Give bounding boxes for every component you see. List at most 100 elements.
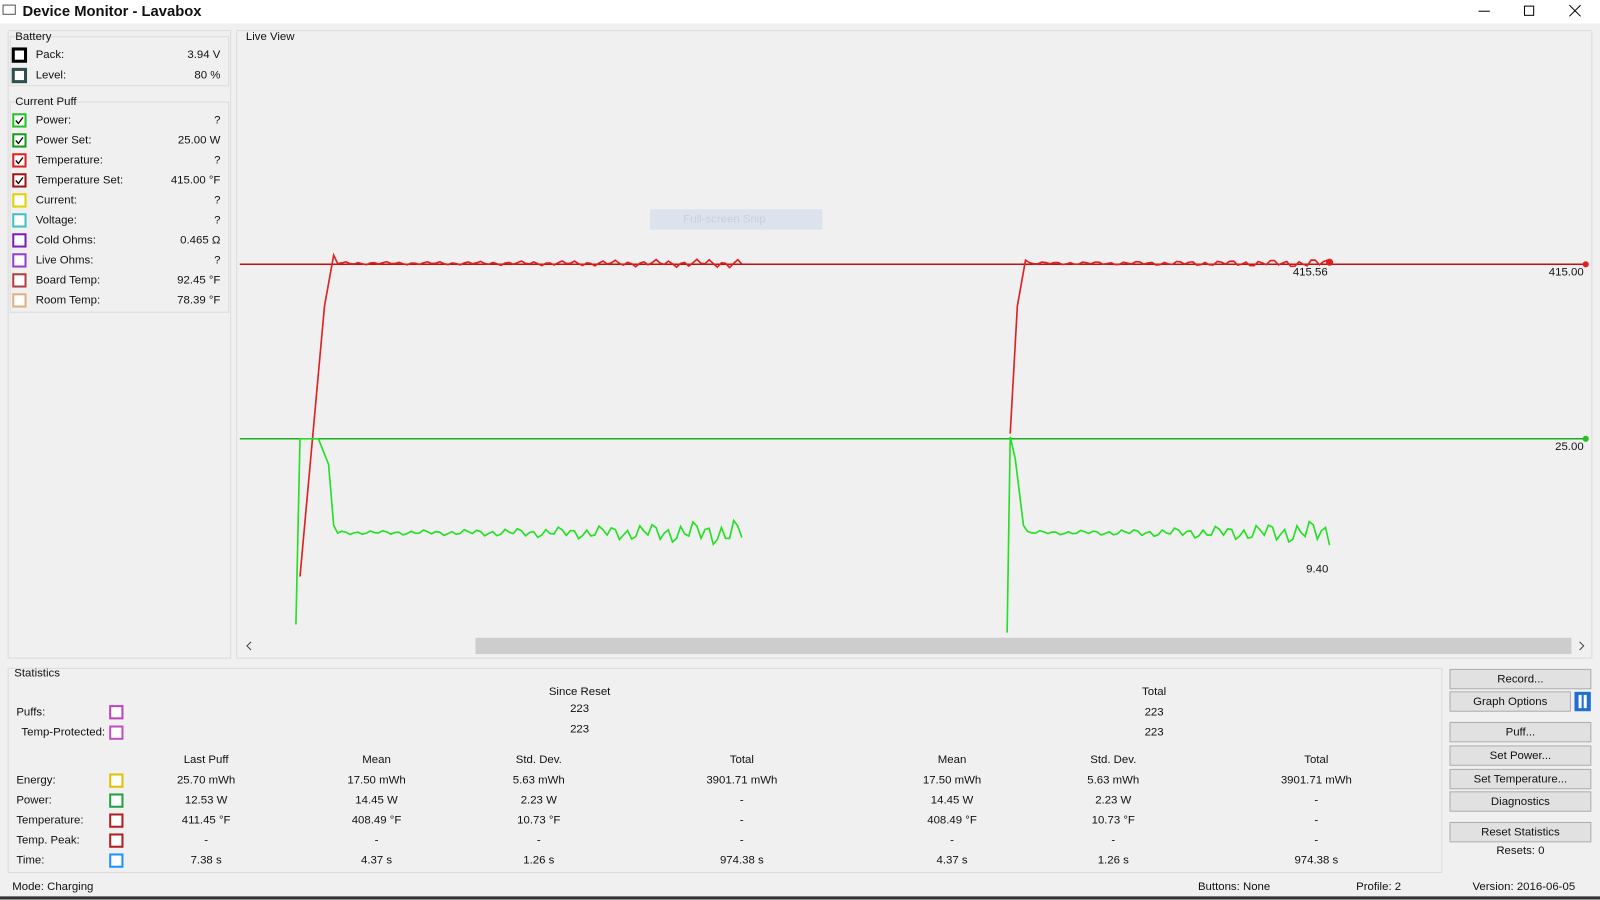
checkbox[interactable] [109, 773, 124, 788]
row-value: 92.45 °F [177, 274, 220, 286]
stat-cell: 12.53 W [185, 795, 228, 807]
column-header: Total [1304, 754, 1328, 766]
row-label: Pack: [36, 49, 65, 61]
checkbox[interactable] [109, 833, 124, 848]
stat-cell: - [1314, 795, 1318, 807]
row-label: Temperature: [36, 154, 103, 166]
checkbox[interactable] [12, 253, 27, 268]
group-box [9, 36, 230, 87]
column-header: Total [730, 754, 754, 766]
row-value: 78.39 °F [177, 294, 220, 306]
checkbox[interactable] [109, 725, 124, 740]
status-profile: Profile: 2 [1356, 881, 1401, 893]
title-bar [0, 0, 1600, 24]
row-value: 25.00 W [178, 134, 221, 146]
stat-cell: 17.50 mWh [347, 775, 405, 787]
checkmark [15, 176, 24, 185]
counter-value: 223 [1145, 727, 1164, 739]
checkbox[interactable] [12, 293, 27, 308]
button-label[interactable]: Set Temperature... [1474, 774, 1568, 786]
pause-bar [1583, 694, 1587, 709]
scroll-left[interactable] [246, 641, 252, 651]
stat-cell: 1.26 s [523, 855, 554, 867]
stat-cell: - [537, 835, 541, 847]
checkbox[interactable] [109, 853, 124, 868]
stat-cell: 1.26 s [1098, 855, 1129, 867]
stat-label: Time: [16, 855, 44, 867]
column-header: Std. Dev. [1090, 754, 1136, 766]
row-label: Power: [36, 114, 72, 126]
power-trace [1006, 436, 1331, 633]
checkbox[interactable] [12, 173, 27, 188]
stat-cell: - [375, 835, 379, 847]
checkbox[interactable] [12, 213, 27, 228]
button-label[interactable]: Record... [1497, 674, 1543, 686]
stat-label: Power: [16, 795, 52, 807]
stat-cell: 4.37 s [937, 855, 968, 867]
button-label[interactable]: Reset Statistics [1481, 827, 1560, 839]
checkbox[interactable] [11, 47, 28, 63]
stat-cell: 2.23 W [521, 795, 557, 807]
column-header: Mean [938, 754, 967, 766]
scroll-right[interactable] [1579, 641, 1585, 651]
button[interactable] [1449, 791, 1592, 812]
temp-live-dot [1326, 258, 1334, 266]
checkbox[interactable] [12, 113, 27, 128]
pause-icon[interactable] [1574, 691, 1591, 712]
button[interactable] [1449, 745, 1592, 766]
checkbox[interactable] [109, 705, 124, 720]
row-label: Room Temp: [36, 294, 100, 306]
row-value: 415.00 °F [171, 174, 221, 186]
button[interactable] [1449, 721, 1592, 743]
stat-cell: 3901.71 mWh [706, 775, 777, 787]
temp-set-label: 415.00 [1549, 266, 1584, 278]
row-value: 3.94 V [187, 49, 220, 61]
checkbox[interactable] [12, 133, 27, 148]
stat-cell: 974.38 s [720, 855, 764, 867]
row-label: Power Set: [36, 134, 92, 146]
checkbox[interactable] [12, 233, 27, 248]
stat-cell: 17.50 mWh [923, 775, 981, 787]
button[interactable] [1449, 668, 1592, 690]
stat-cell: 408.49 °F [927, 815, 977, 827]
button[interactable] [1449, 821, 1592, 843]
checkmark [15, 156, 24, 165]
checkbox[interactable] [12, 193, 27, 208]
row-value: ? [214, 114, 220, 126]
button[interactable] [1449, 768, 1592, 790]
stat-label: Temp. Peak: [16, 835, 79, 847]
statistics-frame [7, 667, 1443, 873]
counter-label: Puffs: [16, 706, 45, 718]
power-live-label: 9.40 [1306, 563, 1328, 575]
checkbox[interactable] [12, 153, 27, 168]
restore-button[interactable] [1523, 5, 1535, 16]
checkbox[interactable] [11, 67, 28, 84]
column-header: Std. Dev. [516, 754, 562, 766]
checkmark [15, 136, 24, 145]
button-label[interactable]: Graph Options [1473, 696, 1547, 708]
close-button[interactable] [1569, 4, 1581, 17]
button-label[interactable]: Set Power... [1490, 750, 1552, 762]
live-view-title: Live View [246, 31, 295, 43]
stat-cell: 14.45 W [931, 795, 974, 807]
button[interactable] [1449, 691, 1571, 712]
row-value: 0.465 Ω [180, 234, 221, 246]
button-label[interactable]: Diagnostics [1491, 796, 1550, 808]
checkbox[interactable] [109, 813, 124, 828]
stat-cell: 5.63 mWh [513, 775, 565, 787]
stat-cell: 10.73 °F [517, 815, 560, 827]
button-label[interactable]: Puff... [1506, 727, 1536, 739]
snip-text: Full-screen Snip [683, 213, 765, 225]
row-label: Voltage: [36, 214, 77, 226]
stat-label: Temperature: [16, 815, 83, 827]
stat-cell: 408.49 °F [352, 815, 402, 827]
stat-cell: 2.23 W [1095, 795, 1131, 807]
checkmark [15, 116, 24, 125]
group-box [9, 101, 230, 313]
row-label: Temperature Set: [36, 174, 124, 186]
stat-cell: - [1314, 835, 1318, 847]
row-label: Board Temp: [36, 274, 100, 286]
checkbox[interactable] [109, 793, 124, 808]
checkbox[interactable] [12, 273, 27, 288]
scrollbar-thumb[interactable] [475, 637, 1572, 655]
